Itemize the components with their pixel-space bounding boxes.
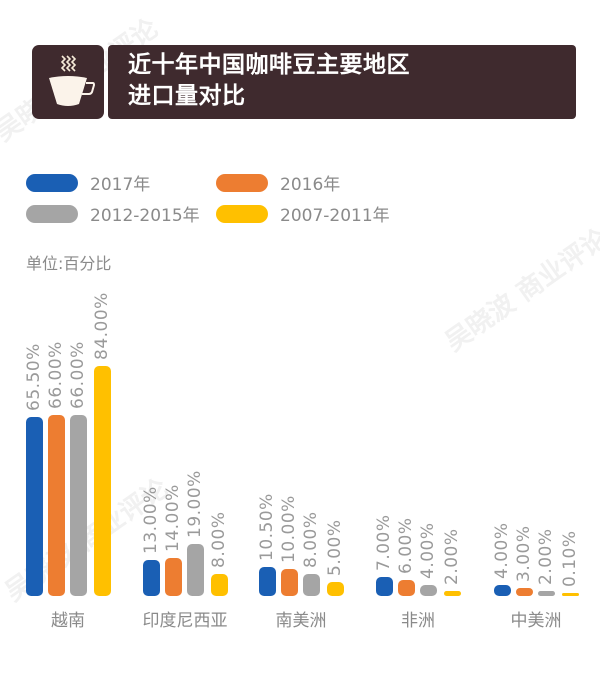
bar: [398, 579, 415, 596]
value-label: 66.00%: [68, 341, 88, 410]
category-label: 越南: [51, 611, 85, 631]
legend-item-2017: 2017年: [26, 170, 150, 195]
legend-swatch: [216, 204, 268, 223]
value-label: 10.00%: [279, 494, 299, 563]
value-label: 6.00%: [396, 517, 416, 574]
chart-header: 近十年中国咖啡豆主要地区 进口量对比: [32, 45, 576, 119]
bar: [327, 582, 344, 596]
bar: [281, 568, 298, 596]
value-label: 8.00%: [301, 511, 321, 569]
chart-title-line1: 近十年中国咖啡豆主要地区: [128, 52, 410, 78]
bar: [516, 587, 533, 596]
value-label: 66.00%: [46, 341, 66, 410]
bar: [376, 576, 393, 596]
unit-label: 单位:百分比: [26, 254, 112, 273]
legend-item-2007-2011: 2007-2011年: [216, 201, 390, 226]
category-label: 中美洲: [510, 611, 562, 631]
value-label: 19.00%: [185, 470, 205, 538]
bar: [165, 557, 182, 596]
legend-label: 2012-2015年: [90, 206, 200, 226]
value-label: 4.00%: [492, 522, 512, 580]
bar: [303, 574, 320, 596]
value-label: 3.00%: [514, 525, 534, 582]
legend-label: 2016年: [280, 175, 341, 195]
bar: [26, 416, 43, 596]
bar: [48, 415, 65, 596]
value-label: 65.50%: [24, 342, 44, 411]
value-label: 5.00%: [325, 519, 345, 577]
coffee-cup-icon: [32, 45, 104, 119]
value-label: 13.00%: [141, 486, 161, 555]
chart-title-line2: 进口量对比: [128, 83, 246, 109]
bar: [494, 585, 511, 596]
category-label: 印度尼西亚: [142, 611, 228, 631]
bar: [143, 560, 160, 596]
category-label: 非洲: [401, 611, 435, 631]
value-label: 8.00%: [209, 511, 229, 569]
bar: [538, 590, 555, 596]
bar: [187, 543, 204, 596]
bar: [70, 415, 87, 596]
bar: [259, 567, 276, 596]
legend-item-2016: 2016年: [216, 170, 340, 195]
value-label: 2.00%: [536, 528, 556, 585]
legend-label: 2017年: [90, 175, 151, 195]
legend-swatch: [26, 204, 78, 223]
bar: [211, 574, 228, 596]
title-banner: 近十年中国咖啡豆主要地区 进口量对比: [108, 45, 576, 119]
legend-item-2012-2015: 2012-2015年: [26, 201, 200, 226]
value-label: 0.10%: [560, 530, 580, 587]
value-label: 7.00%: [374, 514, 394, 571]
value-label: 4.00%: [418, 522, 438, 580]
bar: [420, 585, 437, 596]
value-label: 84.00%: [92, 292, 112, 360]
bar: [562, 593, 579, 596]
value-label: 14.00%: [163, 483, 183, 552]
category-label: 南美洲: [275, 611, 327, 631]
legend-label: 2007-2011年: [280, 206, 390, 226]
bar: [444, 590, 461, 596]
value-label: 10.50%: [257, 493, 277, 562]
legend-swatch: [216, 173, 268, 192]
legend-swatch: [26, 173, 78, 192]
value-label: 2.00%: [442, 528, 462, 585]
bar: [94, 365, 111, 596]
